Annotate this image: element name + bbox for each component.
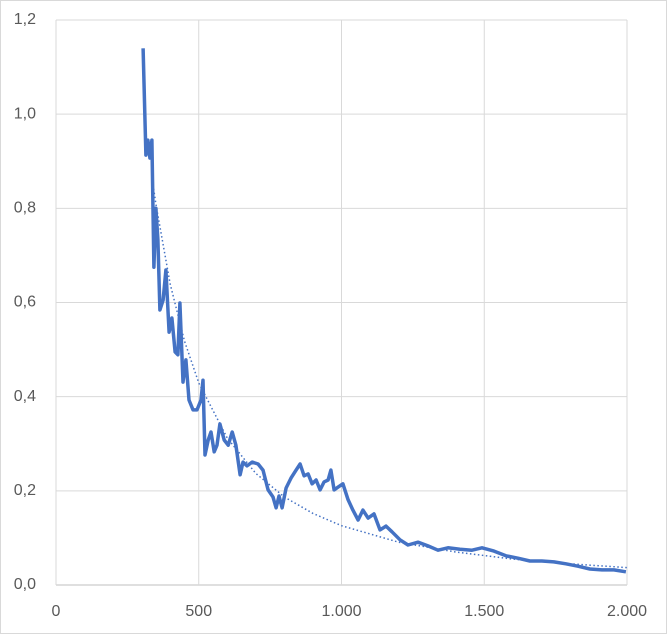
y-tick-label: 0,0 bbox=[14, 576, 36, 593]
trend-line bbox=[152, 184, 628, 569]
data-line bbox=[141, 48, 627, 574]
y-tick-label: 1,0 bbox=[14, 105, 36, 122]
x-tick-label: 2.000 bbox=[607, 603, 647, 620]
y-tick-label: 0,2 bbox=[14, 482, 36, 499]
x-tick-label: 1.500 bbox=[464, 603, 504, 620]
x-tick-label: 1.000 bbox=[321, 603, 361, 620]
y-tick-label: 1,2 bbox=[14, 11, 36, 28]
y-tick-label: 0,6 bbox=[14, 294, 36, 311]
x-tick-label: 0 bbox=[52, 603, 61, 620]
x-tick-label: 500 bbox=[185, 603, 212, 620]
y-tick-label: 0,8 bbox=[14, 200, 36, 217]
y-tick-label: 0,4 bbox=[14, 388, 36, 405]
